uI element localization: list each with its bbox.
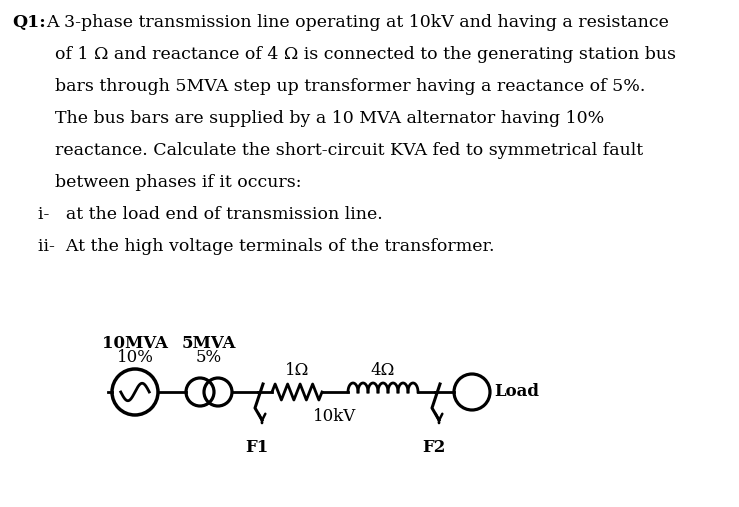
Text: A 3-phase transmission line operating at 10kV and having a resistance: A 3-phase transmission line operating at… [46, 14, 669, 31]
Text: F1: F1 [245, 439, 268, 456]
Text: i-   at the load end of transmission line.: i- at the load end of transmission line. [38, 206, 383, 223]
Text: reactance. Calculate the short-circuit KVA fed to symmetrical fault: reactance. Calculate the short-circuit K… [55, 142, 643, 159]
Text: 10kV: 10kV [313, 408, 357, 425]
Text: Q1:: Q1: [12, 14, 46, 31]
Text: of 1 Ω and reactance of 4 Ω is connected to the generating station bus: of 1 Ω and reactance of 4 Ω is connected… [55, 46, 676, 63]
Text: 10%: 10% [117, 349, 154, 366]
Text: bars through 5MVA step up transformer having a reactance of 5%.: bars through 5MVA step up transformer ha… [55, 78, 645, 95]
Text: between phases if it occurs:: between phases if it occurs: [55, 174, 302, 191]
Text: ii-  At the high voltage terminals of the transformer.: ii- At the high voltage terminals of the… [38, 238, 494, 255]
Text: 4Ω: 4Ω [371, 362, 395, 379]
Text: The bus bars are supplied by a 10 MVA alternator having 10%: The bus bars are supplied by a 10 MVA al… [55, 110, 605, 127]
Text: 5MVA: 5MVA [182, 335, 236, 352]
Text: 10MVA: 10MVA [102, 335, 168, 352]
Text: Load: Load [494, 383, 539, 401]
Text: 1Ω: 1Ω [285, 362, 309, 379]
Text: F2: F2 [422, 439, 446, 456]
Text: 5%: 5% [196, 349, 222, 366]
